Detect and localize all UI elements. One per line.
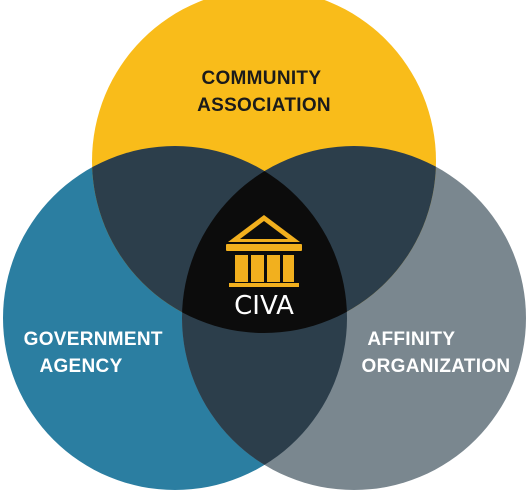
affinity-organization-line-2: ORGANIZATION — [362, 356, 511, 377]
government-agency-line-1: GOVERNMENT — [24, 329, 163, 350]
center-label: CIVA — [234, 291, 294, 321]
community-association-line-1: COMMUNITY — [201, 68, 321, 89]
affinity-organization-label: AFFINITY ORGANIZATION — [362, 329, 511, 377]
community-association-line-2: ASSOCIATION — [197, 95, 331, 116]
government-agency-label: GOVERNMENT AGENCY — [24, 329, 169, 377]
building-columns-icon — [226, 215, 302, 287]
government-agency-line-2: AGENCY — [39, 356, 122, 377]
community-association-label: COMMUNITY ASSOCIATION — [197, 68, 331, 116]
affinity-organization-line-1: AFFINITY — [367, 329, 455, 350]
